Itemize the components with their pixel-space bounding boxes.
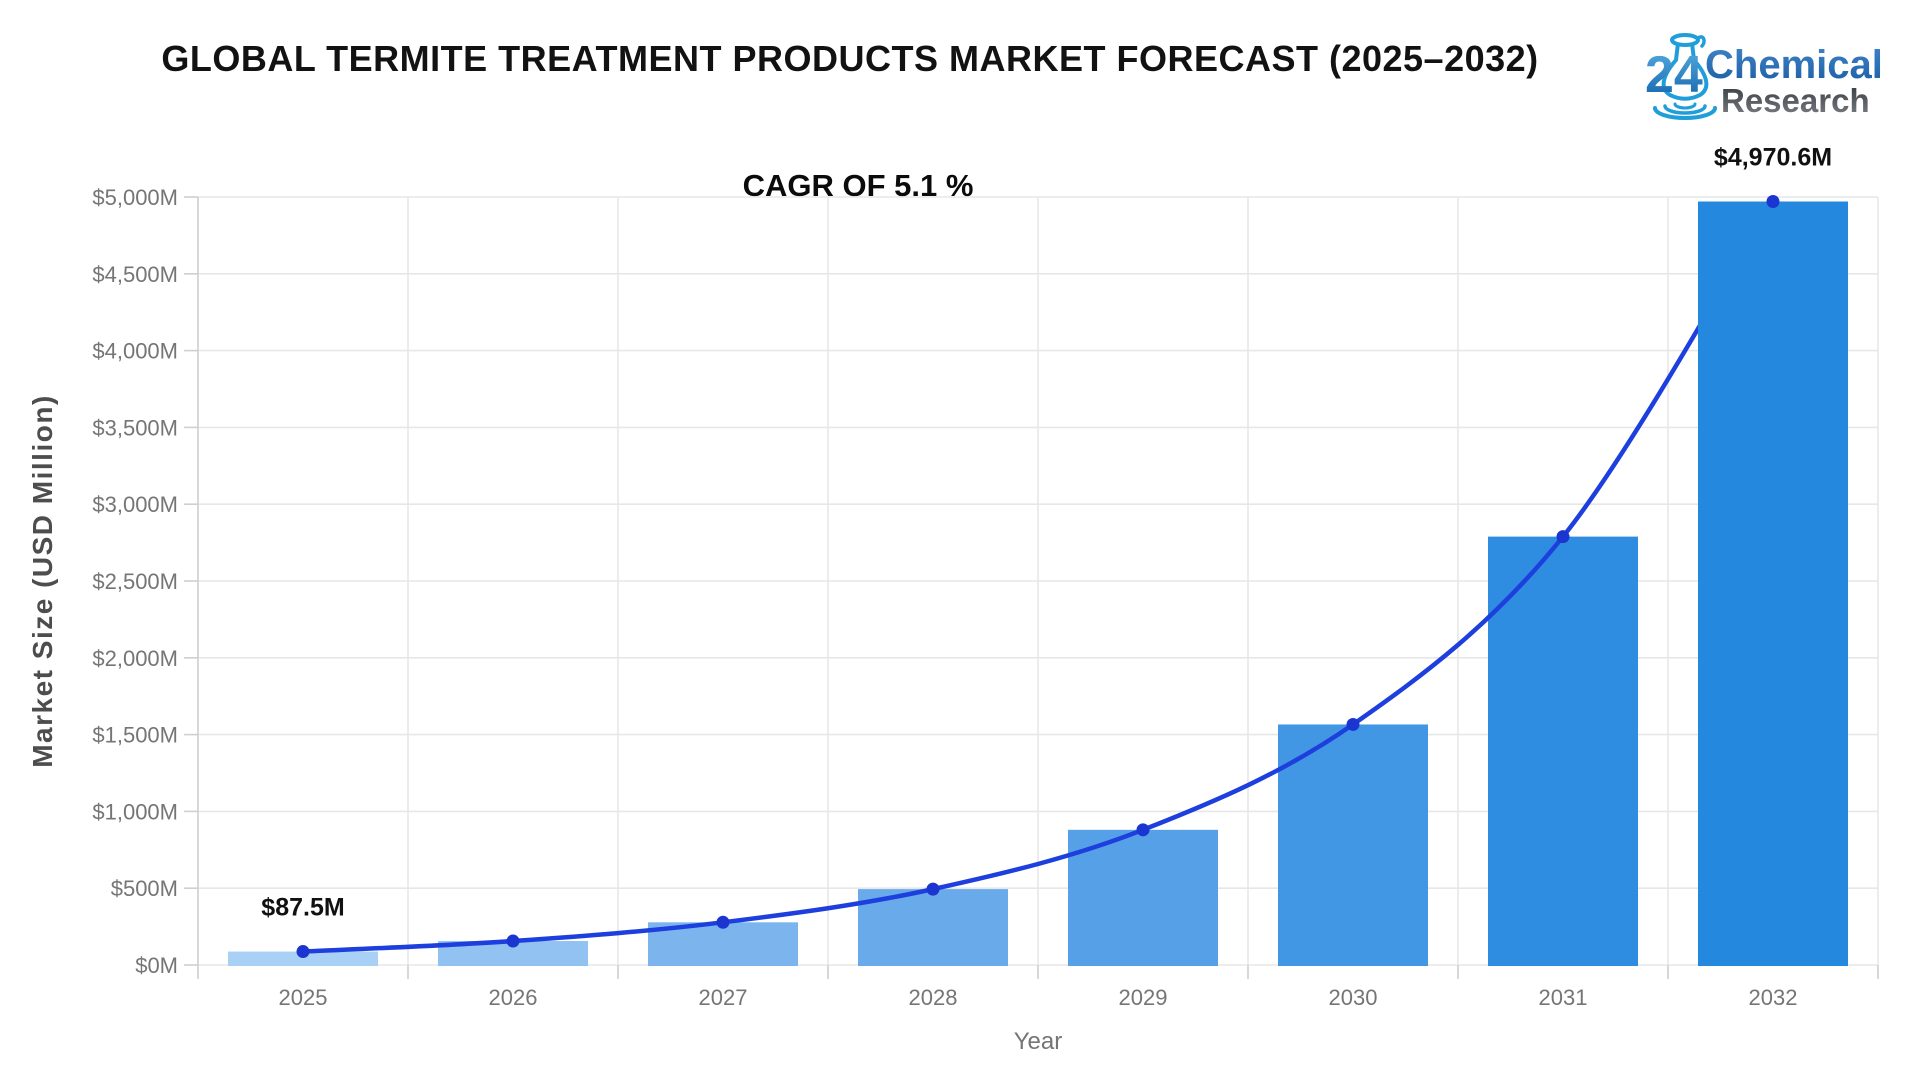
data-point-2032 [1766,195,1780,209]
bar-2030 [1278,724,1428,966]
x-tick-label: 2028 [909,985,958,1010]
value-label-2032: $4,970.6M [1714,144,1832,172]
y-axis-title: Market Size (USD Million) [27,394,58,768]
bar-2029 [1068,829,1218,966]
bar-2032 [1698,201,1848,966]
logo-word-chemical: Chemical [1705,43,1883,87]
x-tick-label: 2026 [489,985,538,1010]
y-tick-label: $0M [135,953,178,978]
x-tick-label: 2032 [1749,985,1798,1010]
y-tick-label: $2,500M [92,569,178,594]
y-tick-label: $2,000M [92,646,178,671]
data-point-2029 [1136,823,1150,837]
bar-2031 [1488,536,1638,966]
x-tick-label: 2031 [1539,985,1588,1010]
page-title: GLOBAL TERMITE TREATMENT PRODUCTS MARKET… [161,38,1538,79]
y-tick-label: $500M [111,876,178,901]
flask-icon [1653,33,1717,120]
x-tick-label: 2029 [1119,985,1168,1010]
y-tick-label: $5,000M [92,185,178,210]
x-tick-label: 2027 [699,985,748,1010]
logo-word-research: Research [1721,82,1870,119]
logo-number: 24 [1645,46,1703,104]
y-tick-label: $1,500M [92,723,178,748]
logo: 24 Chemical Research [1645,33,1883,120]
bar-2025 [228,951,378,966]
x-axis-title: Year [1014,1028,1063,1055]
y-tick-label: $3,500M [92,415,178,440]
x-tick-label: 2030 [1329,985,1378,1010]
y-tick-label: $4,500M [92,262,178,287]
data-point-2027 [716,915,730,929]
bar-2028 [858,889,1008,966]
data-point-2030 [1346,717,1360,731]
x-tick-label: 2025 [279,985,328,1010]
data-point-2025 [296,945,310,959]
y-tick-label: $4,000M [92,339,178,364]
data-point-2026 [506,934,520,948]
y-tick-label: $3,000M [92,492,178,517]
data-point-2028 [926,882,940,896]
data-point-2031 [1556,530,1570,544]
value-label-2025: $87.5M [261,894,344,922]
y-tick-label: $1,000M [92,799,178,824]
plot-area: $0M $500M $1,000M $1,500M $2,000M $2,500M $3,0… [92,144,1879,1010]
